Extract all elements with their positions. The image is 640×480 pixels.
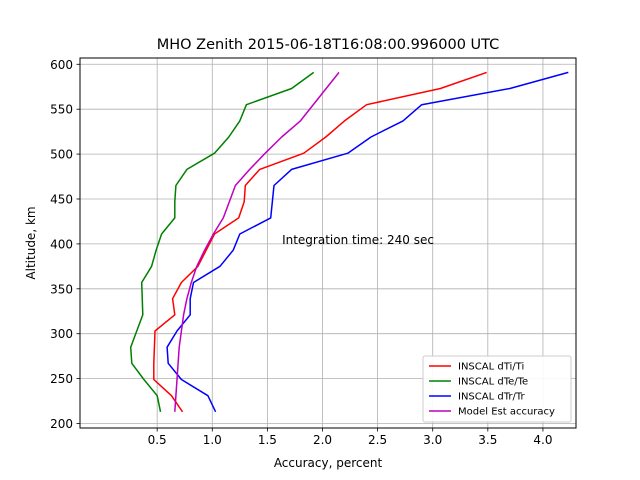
series-line-2: [166, 71, 569, 413]
integration-time-annotation: Integration time: 240 sec: [282, 233, 434, 247]
y-tick-label: 350: [50, 282, 73, 296]
x-axis-label: Accuracy, percent: [274, 456, 383, 470]
y-tick-label: 400: [50, 237, 73, 251]
y-tick-label: 500: [50, 148, 73, 162]
legend-label: INSCAL dTe/Te: [458, 377, 528, 388]
x-tick-label: 2.0: [313, 433, 332, 447]
chart-title: MHO Zenith 2015-06-18T16:08:00.996000 UT…: [157, 37, 500, 53]
y-tick-label: 550: [50, 103, 73, 117]
y-axis-label: Altitude, km: [24, 206, 38, 279]
legend-label: Model Est accuracy: [458, 407, 555, 418]
series-line-0: [153, 71, 487, 413]
y-tick-label: 300: [50, 327, 73, 341]
axis-ticks: 0.5 1.0 1.5 2.0 2.5 3.0 3.5 4.0 200 250 300 350 400 4…: [50, 58, 552, 447]
x-tick-label: 0.5: [148, 433, 167, 447]
series-line-1: [129, 71, 315, 412]
x-tick-label: 2.5: [368, 433, 387, 447]
legend-label: INSCAL dTi/Ti: [458, 362, 524, 373]
y-tick-label: 250: [50, 372, 73, 386]
x-tick-label: 3.5: [478, 433, 497, 447]
x-tick-label: 1.5: [258, 433, 277, 447]
y-tick-label: 450: [50, 192, 73, 206]
legend-box: [422, 355, 572, 423]
x-tick-label: 4.0: [533, 433, 552, 447]
plot-frame: [79, 57, 577, 429]
legend-label: INSCAL dTr/Tr: [458, 392, 525, 403]
x-tick-label: 1.0: [203, 433, 222, 447]
x-tick-label: 3.0: [423, 433, 442, 447]
y-tick-label: 600: [50, 58, 73, 72]
series-line-3: [174, 71, 340, 412]
y-tick-label: 200: [50, 417, 73, 431]
series-layer: [129, 71, 569, 413]
legend: INSCAL dTi/Ti INSCAL dTe/Te INSCAL dTr/Tr M…: [422, 355, 572, 423]
